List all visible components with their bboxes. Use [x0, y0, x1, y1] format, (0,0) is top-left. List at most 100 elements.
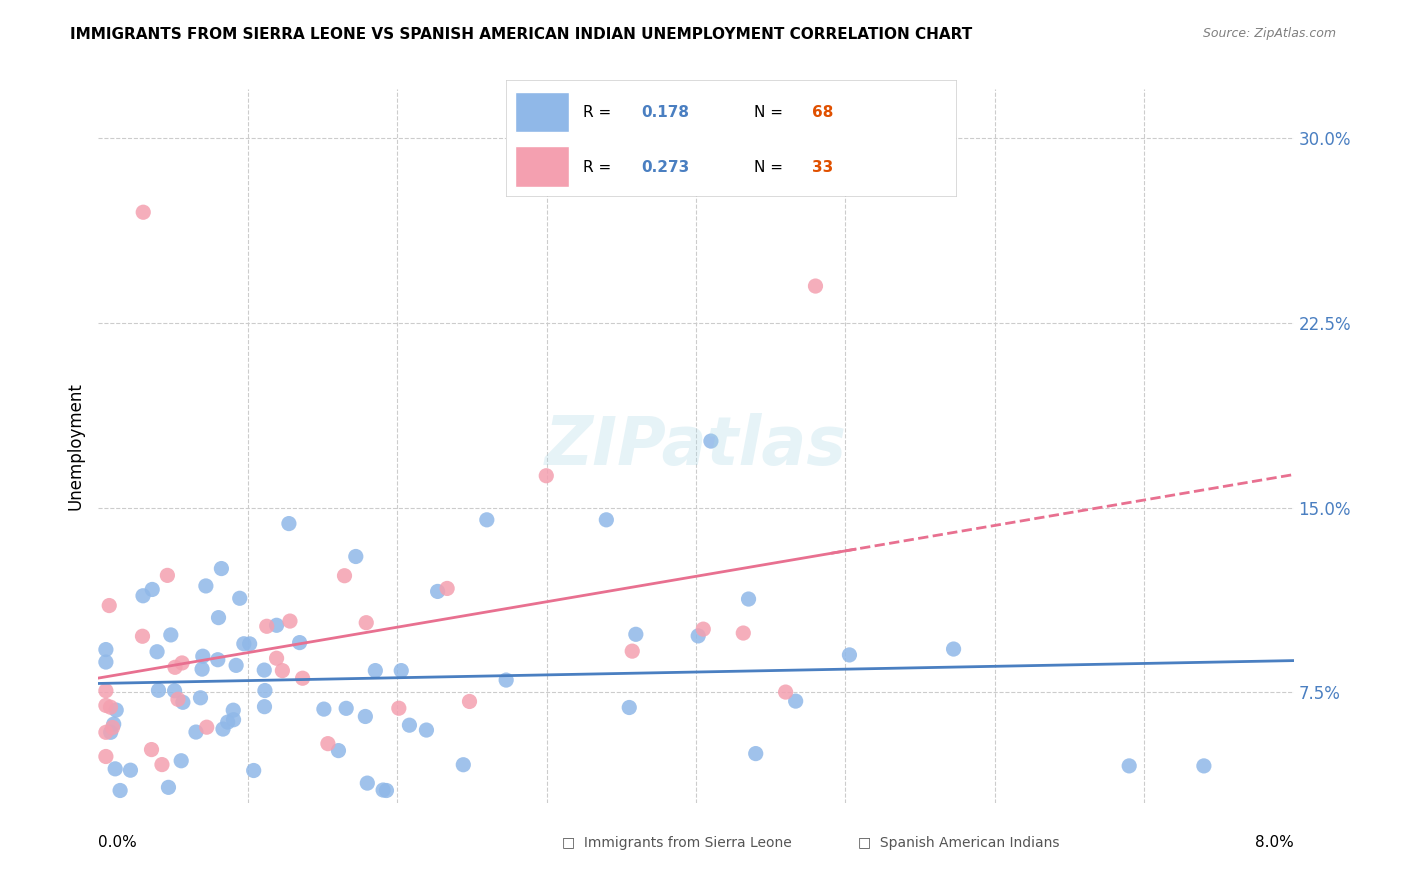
- Point: [148, 683, 170, 698]
- Point: [375, 783, 398, 797]
- Point: [120, 763, 142, 777]
- Point: [170, 754, 193, 768]
- Point: [291, 671, 314, 685]
- Point: [536, 468, 558, 483]
- Point: [94, 655, 117, 669]
- Point: [132, 589, 155, 603]
- Point: [108, 783, 131, 797]
- Point: [458, 694, 481, 708]
- Text: IMMIGRANTS FROM SIERRA LEONE VS SPANISH AMERICAN INDIAN UNEMPLOYMENT CORRELATION: IMMIGRANTS FROM SIERRA LEONE VS SPANISH …: [70, 27, 973, 42]
- Point: [356, 776, 378, 790]
- Point: [316, 737, 339, 751]
- Point: [335, 701, 357, 715]
- Point: [838, 648, 860, 662]
- Point: [191, 662, 214, 676]
- Point: [398, 718, 420, 732]
- Text: 0.0%: 0.0%: [98, 836, 138, 850]
- Point: [146, 645, 169, 659]
- Point: [733, 626, 755, 640]
- Text: ZIPatlas: ZIPatlas: [546, 413, 846, 479]
- Point: [253, 699, 276, 714]
- Point: [217, 715, 239, 730]
- Point: [278, 614, 301, 628]
- Point: [207, 653, 229, 667]
- Point: [253, 683, 276, 698]
- Point: [942, 642, 965, 657]
- Point: [194, 579, 217, 593]
- Point: [495, 673, 517, 687]
- Point: [312, 702, 335, 716]
- Point: [100, 700, 122, 714]
- Point: [225, 658, 247, 673]
- Point: [170, 656, 193, 670]
- Point: [239, 637, 262, 651]
- Point: [195, 720, 218, 734]
- Point: [105, 703, 128, 717]
- Point: [222, 713, 245, 727]
- Text: 0.178: 0.178: [641, 105, 689, 120]
- Text: N =: N =: [754, 160, 787, 175]
- Point: [692, 622, 714, 636]
- Text: Source: ZipAtlas.com: Source: ZipAtlas.com: [1202, 27, 1336, 40]
- Point: [141, 582, 163, 597]
- Point: [163, 683, 186, 698]
- Point: [222, 703, 245, 717]
- Point: [94, 683, 117, 698]
- Point: [1118, 759, 1140, 773]
- Point: [371, 783, 394, 797]
- Point: [389, 664, 412, 678]
- Point: [266, 618, 288, 632]
- Point: [256, 619, 278, 633]
- Point: [94, 749, 117, 764]
- Text: 33: 33: [813, 160, 834, 175]
- Point: [277, 516, 299, 531]
- Point: [150, 757, 173, 772]
- Text: N =: N =: [754, 105, 787, 120]
- Point: [242, 764, 264, 778]
- Point: [266, 651, 288, 665]
- Point: [388, 701, 411, 715]
- Point: [344, 549, 367, 564]
- Point: [157, 780, 180, 795]
- Point: [453, 757, 475, 772]
- Point: [271, 664, 294, 678]
- Point: [804, 279, 827, 293]
- Point: [209, 561, 232, 575]
- Point: [190, 690, 212, 705]
- Point: [288, 635, 311, 649]
- Point: [104, 762, 127, 776]
- Y-axis label: Unemployment: Unemployment: [66, 382, 84, 510]
- Point: [212, 722, 235, 736]
- Point: [700, 434, 723, 448]
- Point: [785, 694, 807, 708]
- Point: [98, 599, 121, 613]
- Point: [159, 628, 181, 642]
- Text: R =: R =: [582, 105, 616, 120]
- Point: [229, 591, 252, 606]
- FancyBboxPatch shape: [515, 92, 569, 132]
- Point: [141, 742, 163, 756]
- Point: [621, 644, 644, 658]
- Text: 0.273: 0.273: [641, 160, 689, 175]
- Point: [103, 717, 125, 731]
- Point: [595, 513, 617, 527]
- Point: [156, 568, 179, 582]
- Point: [328, 743, 350, 757]
- Point: [94, 725, 117, 739]
- Point: [253, 663, 276, 677]
- Text: □  Spanish American Indians: □ Spanish American Indians: [858, 837, 1059, 850]
- Point: [364, 664, 387, 678]
- Point: [745, 747, 768, 761]
- Point: [415, 723, 437, 737]
- Point: [619, 700, 641, 714]
- Point: [163, 660, 186, 674]
- Point: [436, 582, 458, 596]
- Text: R =: R =: [582, 160, 616, 175]
- Point: [94, 642, 117, 657]
- Point: [624, 627, 647, 641]
- Point: [737, 592, 759, 607]
- FancyBboxPatch shape: [515, 146, 569, 187]
- Point: [94, 698, 117, 713]
- Point: [132, 205, 155, 219]
- Point: [333, 568, 356, 582]
